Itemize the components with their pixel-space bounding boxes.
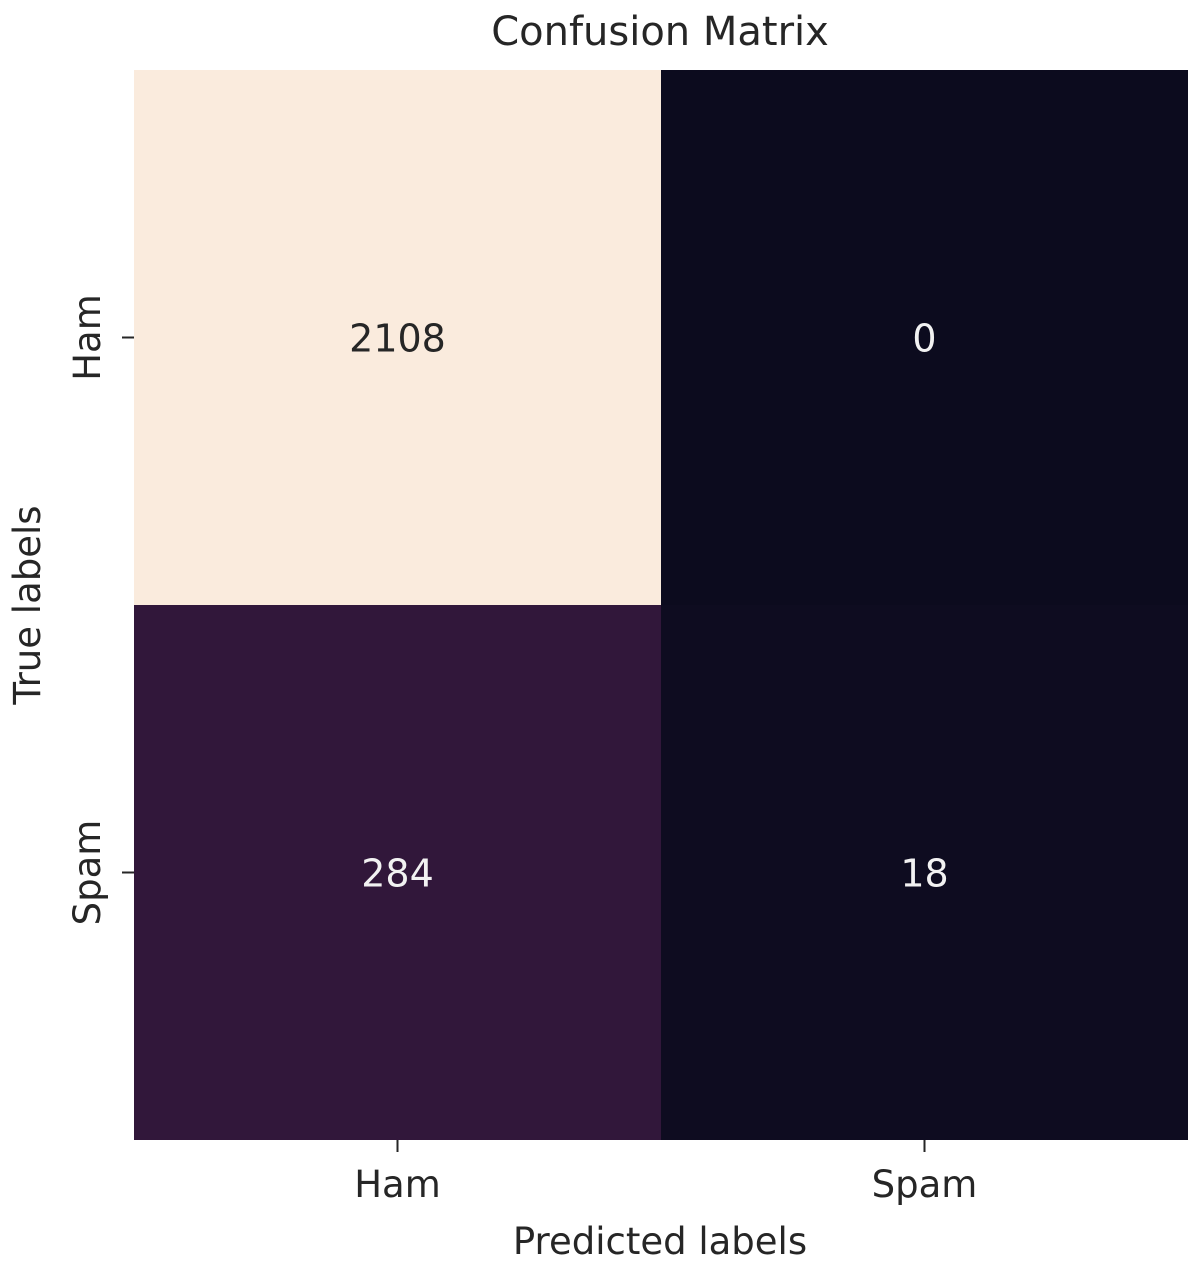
- chart-title: Confusion Matrix: [491, 9, 829, 55]
- x-tick-label-ham: Ham: [354, 1163, 441, 1206]
- heatmap-cell-spam-spam: [661, 605, 1188, 1140]
- x-tick-label-spam: Spam: [872, 1163, 978, 1206]
- y-tick-label-ham: Ham: [66, 294, 109, 381]
- x-axis: Ham Spam: [354, 1140, 977, 1206]
- heatmap-cells: [134, 70, 1188, 1140]
- cell-value-spam-spam: 18: [900, 852, 948, 896]
- cell-value-labels: 2108 0 284 18: [349, 317, 949, 896]
- x-axis-label: Predicted labels: [513, 1220, 807, 1263]
- cell-value-ham-ham: 2108: [349, 317, 446, 361]
- cell-value-ham-spam: 0: [912, 317, 936, 361]
- heatmap-cell-ham-spam: [661, 70, 1188, 605]
- heatmap-cell-ham-ham: [134, 70, 661, 605]
- y-tick-label-spam: Spam: [66, 820, 109, 926]
- heatmap-cell-spam-ham: [134, 605, 661, 1140]
- cell-value-spam-ham: 284: [361, 852, 434, 896]
- y-axis-label: True labels: [6, 505, 49, 705]
- y-axis: Ham Spam: [66, 294, 134, 925]
